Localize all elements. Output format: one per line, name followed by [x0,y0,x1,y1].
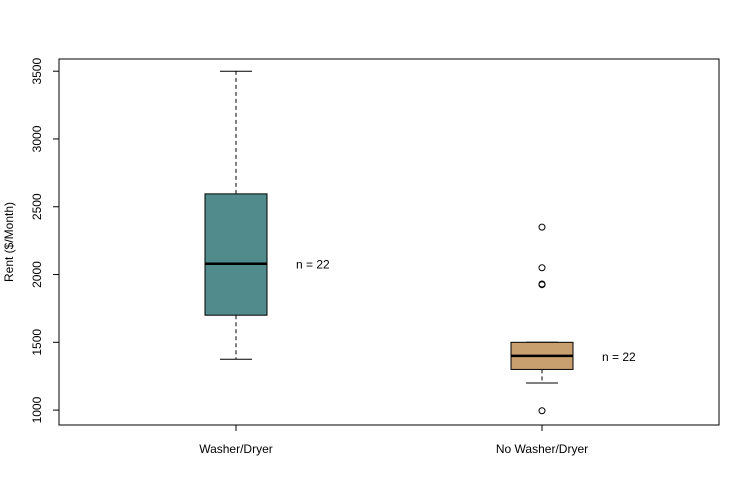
outlier-point [538,223,546,231]
y-tick-label: 1000 [30,396,44,423]
box-groups: n = 22 n = 22 [204,70,636,415]
y-axis-title: Rent ($/Month) [2,202,16,282]
box-iqr [204,193,268,316]
outlier-point [538,280,546,288]
plot-frame [58,58,720,426]
y-tick-label: 3500 [30,58,44,85]
n-annotation: n = 22 [602,350,636,364]
y-tick-label: 2000 [30,261,44,288]
x-category-label: No Washer/Dryer [496,442,588,456]
outlier-point [538,264,546,272]
y-axis: 1000 1500 2000 2500 3000 3500 [30,58,59,423]
y-tick-label: 2500 [30,193,44,220]
x-category-label: Washer/Dryer [199,442,273,456]
x-axis: Washer/Dryer No Washer/Dryer [199,425,588,456]
outlier-point [538,407,546,415]
y-tick-label: 1500 [30,329,44,356]
n-annotation: n = 22 [296,258,330,272]
box-group: n = 22 [204,70,330,360]
box-group: n = 22 [510,223,636,415]
y-tick-label: 3000 [30,125,44,152]
